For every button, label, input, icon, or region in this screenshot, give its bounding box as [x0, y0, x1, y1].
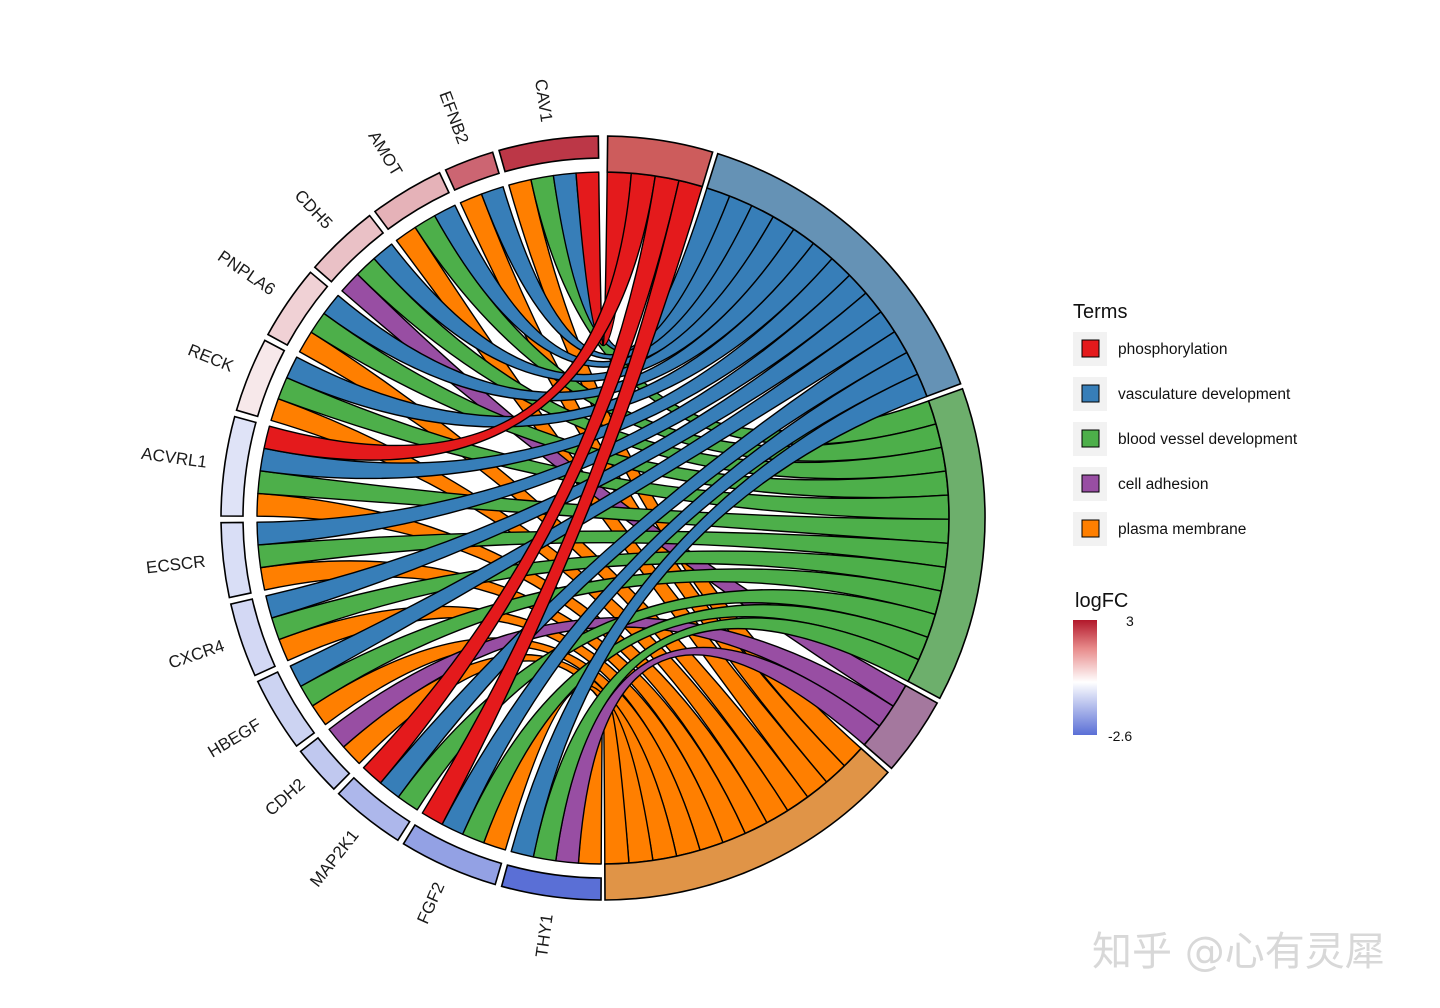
gene-block-cdh5	[313, 214, 385, 283]
gene-block-reck	[235, 339, 286, 418]
term-block-blood-vessel-development	[906, 387, 986, 700]
legend-swatch-vasculature-development	[1081, 384, 1100, 403]
legend-swatch-phosphorylation	[1081, 339, 1100, 358]
legend-label-plasma-membrane: plasma membrane	[1118, 521, 1246, 538]
ribbon-layer	[256, 171, 950, 865]
gene-label-reck: RECK	[185, 340, 237, 376]
gene-label-cxcr4: CXCR4	[166, 636, 227, 672]
gene-label-thy1: THY1	[532, 913, 557, 959]
gene-block-efnb2	[444, 151, 500, 192]
term-block-vasculature-development	[705, 152, 962, 398]
legend-label-vasculature-development: vasculature development	[1118, 386, 1291, 403]
gene-block-map2k1	[337, 776, 411, 842]
watermark-text: 知乎 @心有灵犀	[1092, 929, 1385, 975]
legend-logfc-title: logFC	[1075, 590, 1128, 612]
gene-label-ecscr: ECSCR	[145, 552, 206, 577]
term-block-cell-adhesion	[863, 684, 939, 770]
gene-label-amot: AMOT	[364, 128, 406, 180]
gene-block-hbegf	[256, 670, 316, 748]
gene-label-pnpla6: PNPLA6	[214, 247, 279, 299]
gene-block-fgf2	[402, 823, 503, 886]
gene-label-efnb2: EFNB2	[435, 88, 472, 146]
gene-block-thy1	[500, 864, 602, 901]
legend-terms: Terms phosphorylation vasculature develop…	[1073, 301, 1298, 546]
gene-label-map2k1: MAP2K1	[306, 826, 362, 891]
gene-label-acvrl1: ACVRL1	[140, 444, 208, 472]
term-block-plasma-membrane	[604, 747, 890, 901]
gene-block-amot	[373, 171, 451, 231]
legend-swatch-plasma-membrane	[1081, 519, 1100, 538]
legend-label-phosphorylation: phosphorylation	[1118, 341, 1227, 358]
legend-terms-title: Terms	[1073, 301, 1127, 323]
gene-block-acvrl1	[220, 415, 257, 517]
gene-block-layer	[220, 135, 602, 901]
term-block-phosphorylation	[606, 135, 714, 188]
legend-label-cell-adhesion: cell adhesion	[1118, 476, 1208, 493]
gene-block-cav1	[498, 135, 600, 173]
logfc-colorbar	[1073, 620, 1097, 735]
gene-block-pnpla6	[266, 271, 329, 347]
gene-label-hbegf: HBEGF	[205, 715, 265, 761]
legend-label-blood-vessel-development: blood vessel development	[1118, 431, 1298, 448]
gene-block-cdh2	[299, 736, 351, 791]
logfc-max-label: 3	[1126, 613, 1134, 629]
gene-label-cdh2: CDH2	[261, 775, 308, 820]
gene-block-ecscr	[220, 521, 252, 599]
gene-block-cxcr4	[229, 598, 277, 677]
gene-label-cav1: CAV1	[531, 78, 556, 123]
logfc-min-label: -2.6	[1108, 728, 1132, 744]
gene-label-cdh5: CDH5	[291, 186, 337, 233]
legend-swatch-blood-vessel-development	[1081, 429, 1100, 448]
gene-label-fgf2: FGF2	[413, 879, 448, 926]
legend-swatch-cell-adhesion	[1081, 474, 1100, 493]
term-block-layer	[604, 135, 986, 901]
legend-logfc: logFC 3 -2.6	[1073, 590, 1134, 744]
